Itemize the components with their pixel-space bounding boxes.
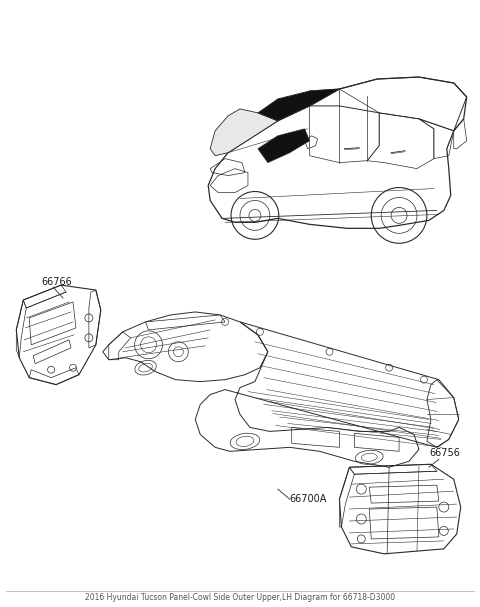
- Text: 66700A: 66700A: [290, 494, 327, 504]
- Text: 2016 Hyundai Tucson Panel-Cowl Side Outer Upper,LH Diagram for 66718-D3000: 2016 Hyundai Tucson Panel-Cowl Side Oute…: [85, 593, 395, 602]
- Text: 66766: 66766: [41, 277, 72, 287]
- Polygon shape: [258, 89, 339, 121]
- Polygon shape: [258, 129, 310, 163]
- Text: 66756: 66756: [429, 449, 460, 458]
- Polygon shape: [210, 109, 278, 155]
